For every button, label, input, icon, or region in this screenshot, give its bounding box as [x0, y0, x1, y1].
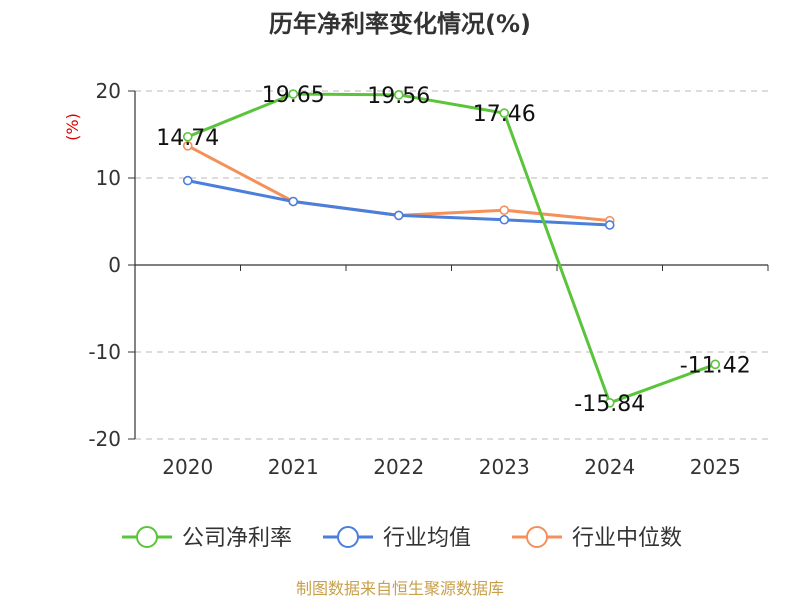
y-tick-label: 10 [96, 166, 121, 190]
series-point [288, 196, 299, 207]
series-point [499, 205, 510, 215]
x-tick-label: 2024 [584, 455, 635, 479]
series-point [393, 90, 404, 100]
data-label: 17.46 [473, 102, 536, 127]
x-tick-label: 2021 [268, 455, 319, 479]
legend-swatch-marker [136, 526, 158, 548]
x-tick-label: 2022 [373, 455, 424, 479]
data-label: 14.74 [156, 126, 219, 151]
chart-title: 历年净利率变化情况(%) [269, 10, 531, 38]
y-axis-unit: (%) [63, 113, 82, 141]
series-point [604, 220, 615, 230]
legend-swatch-marker [337, 526, 359, 548]
axes: 20 10 0 -10 -20 2020 2021 2022 2023 2024 2025 [88, 79, 769, 479]
data-label: -15.84 [574, 392, 645, 417]
series-point [182, 131, 193, 142]
legend-label: 公司净利率 [182, 526, 292, 551]
x-tick-label: 2020 [162, 455, 213, 479]
x-tick-label: 2025 [690, 455, 741, 479]
x-tick-label: 2023 [479, 455, 530, 479]
series-point [604, 398, 615, 408]
y-tick-label: 20 [96, 79, 121, 103]
series-point [499, 214, 510, 225]
series-point [710, 359, 721, 370]
series-point [499, 108, 510, 118]
y-tick-label: 0 [108, 253, 121, 277]
series-point [182, 141, 193, 151]
data-label: 19.56 [367, 84, 430, 109]
legend: 公司净利率 行业均值 行业中位数 [122, 526, 682, 551]
series-point [288, 89, 299, 99]
legend-label: 行业中位数 [572, 526, 682, 551]
data-labels: 14.74 19.65 19.56 17.46 -15.84 -11.42 [156, 83, 750, 417]
series-point [182, 175, 193, 186]
series-line [187, 92, 716, 405]
data-label: -11.42 [680, 353, 751, 378]
data-label: 19.65 [262, 83, 325, 108]
y-tick-label: -10 [88, 340, 121, 364]
series-group [182, 89, 721, 408]
series-point [393, 210, 404, 221]
series-line [187, 144, 610, 223]
source-note: 制图数据来自恒生聚源数据库 [296, 579, 504, 598]
legend-swatch-marker [526, 526, 548, 548]
legend-label: 行业均值 [383, 526, 471, 551]
y-tick-label: -20 [88, 427, 121, 451]
